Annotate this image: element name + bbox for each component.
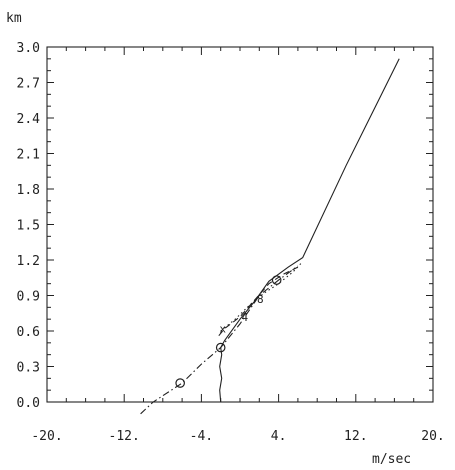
x-tick-label: -4. bbox=[190, 429, 213, 444]
y-tick-label: 0.9 bbox=[17, 290, 40, 305]
y-tick-label: 0.3 bbox=[17, 361, 40, 376]
marker-circle bbox=[175, 378, 185, 388]
y-tick-label: 1.5 bbox=[17, 219, 40, 234]
marker-circle bbox=[215, 342, 226, 353]
series-line-solid bbox=[219, 58, 400, 403]
marker-symbol: 4 bbox=[242, 311, 249, 324]
y-unit-label: km bbox=[6, 11, 22, 26]
y-tick-label: 2.4 bbox=[17, 112, 41, 127]
marker-symbol: x bbox=[219, 323, 226, 336]
plot-frame bbox=[46, 46, 434, 403]
y-tick-labels: 0.0 0.3 0.6 0.9 1.2 1.5 1.8 2.1 2.4 2.7 3.0 bbox=[17, 41, 41, 411]
series-lines bbox=[140, 58, 400, 415]
marker-circle bbox=[271, 275, 282, 285]
x-tick-label: 12. bbox=[344, 429, 367, 444]
axis-ticks bbox=[46, 46, 434, 403]
y-tick-label: 1.8 bbox=[17, 183, 40, 198]
y-tick-label: 2.1 bbox=[17, 148, 40, 163]
series-line-dotted bbox=[220, 263, 302, 332]
x-tick-label: -12. bbox=[109, 429, 140, 444]
y-tick-label: 1.2 bbox=[17, 254, 40, 269]
x-tick-label: 20. bbox=[421, 429, 444, 444]
x-tick-label: -20. bbox=[31, 429, 62, 444]
y-tick-label: 0.6 bbox=[17, 325, 40, 340]
y-tick-label: 0.0 bbox=[17, 396, 40, 411]
x-unit-label: m/sec bbox=[372, 452, 411, 467]
x-tick-label: 4. bbox=[271, 429, 287, 444]
series-line-dashdot bbox=[140, 265, 299, 415]
marker-symbol: 8 bbox=[257, 293, 264, 306]
series-line-dashed bbox=[218, 266, 299, 337]
y-tick-label: 3.0 bbox=[17, 41, 40, 56]
y-tick-label: 2.7 bbox=[17, 77, 40, 92]
series-markers: x 48 bbox=[175, 275, 282, 388]
x-tick-labels: -20. -12. -4. 4. 12. 20. bbox=[31, 429, 444, 444]
